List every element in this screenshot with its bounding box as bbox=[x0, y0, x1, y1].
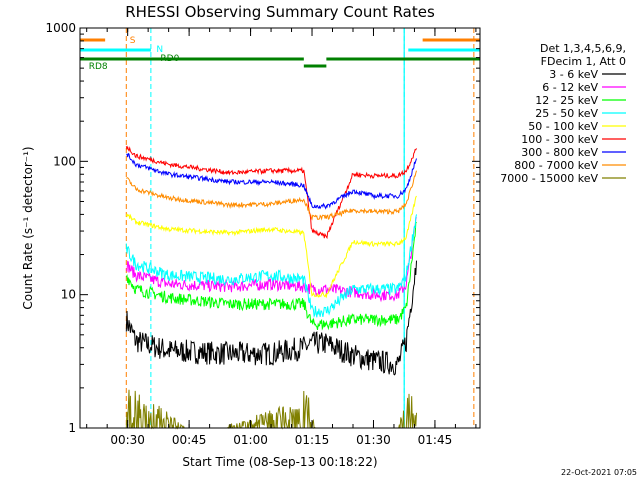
flag-label-s: S bbox=[130, 36, 136, 46]
y-tick-label-1: 10 bbox=[61, 288, 76, 302]
series-line-2 bbox=[125, 221, 417, 331]
x-tick-label-3: 01:15 bbox=[295, 433, 330, 447]
x-tick-label-0: 00:30 bbox=[110, 433, 145, 447]
legend-label-2: 12 - 25 keV bbox=[535, 94, 598, 107]
series-line-7 bbox=[126, 170, 417, 221]
flag-label-rd8: RD8 bbox=[89, 62, 108, 72]
x-tick-label-1: 00:45 bbox=[172, 433, 207, 447]
legend-label-0: 3 - 6 keV bbox=[549, 68, 598, 81]
series-line-0 bbox=[125, 260, 417, 376]
legend-label-3: 25 - 50 keV bbox=[535, 107, 598, 120]
legend-header-1: FDecim 1, Att 0 bbox=[541, 55, 626, 68]
x-tick-label-4: 01:30 bbox=[356, 433, 391, 447]
y-tick-label-3: 1000 bbox=[45, 21, 76, 35]
series-line-6 bbox=[126, 152, 417, 210]
legend-label-8: 7000 - 15000 keV bbox=[500, 172, 598, 185]
y-tick-label-2: 100 bbox=[53, 154, 76, 168]
series-line-1 bbox=[125, 217, 417, 303]
legend-label-5: 100 - 300 keV bbox=[521, 133, 598, 146]
legend: Det 1,3,4,5,6,9,FDecim 1, Att 03 - 6 keV… bbox=[500, 42, 626, 185]
legend-label-6: 300 - 800 keV bbox=[521, 146, 598, 159]
chart-title: RHESSI Observing Summary Count Rates bbox=[125, 3, 435, 21]
x-tick-label-5: 01:45 bbox=[418, 433, 453, 447]
series-line-3 bbox=[125, 214, 417, 319]
timestamp: 22-Oct-2021 07:05 bbox=[561, 468, 637, 477]
axes: 00:30 00:45 01:00 01:15 01:30 01:45 1 10 100 1000 bbox=[45, 21, 481, 447]
legend-label-4: 50 - 100 keV bbox=[528, 120, 598, 133]
x-axis-label: Start Time (08-Sep-13 00:18:22) bbox=[182, 455, 377, 469]
flag-label-n: N bbox=[156, 45, 163, 55]
series-line-8 bbox=[125, 389, 417, 430]
x-tick-label-2: 01:00 bbox=[233, 433, 268, 447]
series-line-5 bbox=[125, 145, 417, 240]
legend-label-7: 800 - 7000 keV bbox=[514, 159, 598, 172]
legend-header-0: Det 1,3,4,5,6,9, bbox=[540, 42, 626, 55]
plot-frame bbox=[79, 27, 481, 429]
flag-label-rd0: RD0 bbox=[160, 54, 179, 64]
series-line-4 bbox=[125, 195, 417, 299]
y-axis-label: Count Rate (s⁻¹ detector⁻¹) bbox=[21, 146, 35, 309]
y-tick-label-0: 1 bbox=[68, 421, 76, 435]
legend-label-1: 6 - 12 keV bbox=[542, 81, 598, 94]
